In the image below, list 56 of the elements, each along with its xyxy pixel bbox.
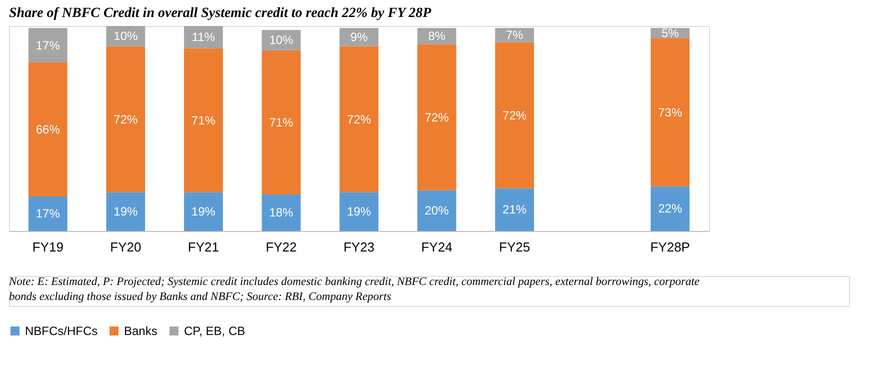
data-label: 18% [269, 206, 294, 220]
bar [262, 50, 301, 194]
data-label: 21% [502, 202, 527, 217]
data-label: 22% [658, 202, 682, 216]
data-label: 19% [191, 204, 216, 219]
data-label: 19% [114, 204, 138, 219]
x-tick-label: FY22 [266, 240, 297, 254]
data-label: 71% [269, 115, 294, 130]
data-label: 72% [346, 112, 372, 126]
data-label: 8% [428, 29, 446, 44]
chart-title: Share of NBFC Credit in overall Systemic credit to reach 22% by FY 28P [9, 6, 432, 21]
data-label: 73% [658, 105, 682, 120]
x-tick-label: FY24 [421, 240, 452, 254]
data-label: 5% [661, 26, 680, 40]
data-label: 17% [36, 206, 60, 221]
data-label: 66% [36, 122, 60, 137]
text: Note: E: Estimated, P: Projected; Systemic credit includes domestic banking credit, NBFC credit, commercial papers, external borrowings, corporate bonds excluding those issued by Banks and NBFC; Source: RBI, Company Reports [8, 276, 700, 303]
x-tick-label: FY19 [32, 240, 64, 254]
data-label: 72% [424, 110, 450, 124]
bar [184, 48, 223, 192]
data-label: 19% [346, 204, 372, 219]
bar [340, 46, 378, 192]
bar [417, 190, 456, 231]
bar [28, 62, 68, 196]
bar [28, 28, 68, 63]
bar [650, 186, 690, 231]
bar [28, 196, 68, 231]
data-label: 9% [350, 30, 368, 44]
legend-label: NBFCs/HFCs [25, 324, 98, 338]
bar [184, 26, 223, 48]
bar [417, 44, 456, 190]
data-label: 71% [191, 113, 216, 128]
bar [340, 192, 378, 231]
legend-label: Banks [124, 324, 158, 338]
bar [495, 188, 534, 231]
data-label: 11% [192, 30, 216, 44]
data-label: 7% [506, 28, 524, 42]
x-tick-label: FY20 [110, 240, 142, 254]
bar [262, 194, 301, 231]
data-label: 10% [269, 33, 294, 48]
data-label: 20% [424, 204, 450, 218]
data-label: 17% [36, 38, 60, 52]
data-label: 72% [502, 108, 527, 122]
data-label: 10% [114, 29, 138, 44]
data-label: 72% [114, 112, 138, 126]
x-tick-label: FY25 [499, 240, 530, 254]
bar [106, 192, 146, 231]
bar [340, 28, 378, 46]
x-tick-label: FY28P [650, 240, 690, 254]
bar [495, 42, 534, 188]
bar [184, 192, 223, 231]
legend-label: CP, EB, CB [184, 324, 246, 338]
bar [650, 38, 690, 186]
bar [106, 46, 146, 192]
x-tick-label: FY23 [343, 240, 375, 254]
x-tick-label: FY21 [188, 240, 219, 254]
